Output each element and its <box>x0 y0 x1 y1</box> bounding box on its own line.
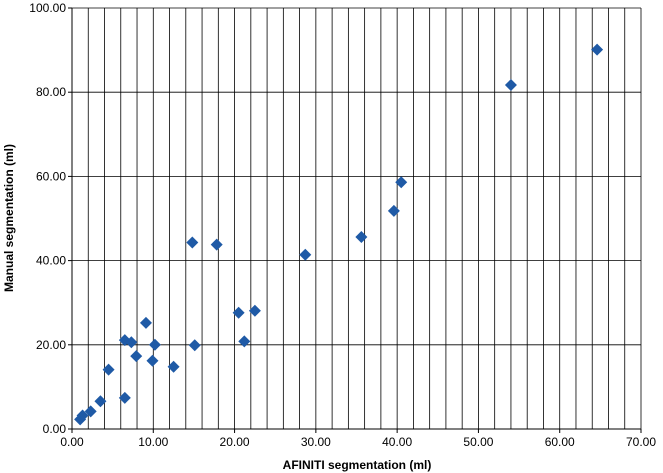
x-tick-label-6: 60.00 <box>545 435 575 449</box>
data-point-3 <box>94 395 107 408</box>
x-tick-label-2: 20.00 <box>220 435 250 449</box>
data-point-22 <box>395 176 408 189</box>
y-tick-label-4: 80.00 <box>36 85 66 99</box>
data-points <box>74 43 604 426</box>
data-point-21 <box>387 204 400 217</box>
y-tick-labels: 0.00 20.00 40.00 60.00 80.00 100.00 <box>29 1 66 436</box>
data-point-17 <box>238 335 251 348</box>
y-axis-title: Manual segmentation (ml) <box>2 144 16 292</box>
x-tick-label-0: 0.00 <box>60 435 84 449</box>
data-point-7 <box>125 336 138 349</box>
data-point-18 <box>248 304 261 317</box>
axes <box>68 7 642 433</box>
data-point-24 <box>591 43 604 56</box>
data-point-5 <box>118 391 131 404</box>
y-tick-label-5: 100.00 <box>29 1 66 15</box>
y-tick-label-1: 20.00 <box>36 338 66 352</box>
data-point-4 <box>102 363 115 376</box>
grid <box>71 7 642 430</box>
data-point-16 <box>232 306 245 319</box>
data-point-10 <box>146 354 159 367</box>
x-tick-label-4: 40.00 <box>382 435 412 449</box>
data-point-23 <box>504 79 517 92</box>
data-point-13 <box>186 236 199 249</box>
y-tick-label-3: 60.00 <box>36 169 66 183</box>
x-tick-label-3: 30.00 <box>301 435 331 449</box>
x-tick-label-7: 70.00 <box>626 435 656 449</box>
x-tick-label-1: 10.00 <box>138 435 168 449</box>
data-point-14 <box>188 339 201 352</box>
y-tick-label-2: 40.00 <box>36 254 66 268</box>
data-point-12 <box>167 360 180 373</box>
data-point-15 <box>210 238 223 251</box>
data-point-9 <box>139 316 152 329</box>
x-axis-title: AFINITI segmentation (ml) <box>283 458 432 472</box>
y-tick-label-0: 0.00 <box>43 422 67 436</box>
data-point-11 <box>148 338 161 351</box>
data-point-2 <box>84 405 97 418</box>
data-point-19 <box>299 248 312 261</box>
x-tick-label-5: 50.00 <box>463 435 493 449</box>
data-point-20 <box>355 231 368 244</box>
data-point-8 <box>130 350 143 363</box>
data-point-1 <box>76 409 89 422</box>
x-tick-labels: 0.00 10.00 20.00 30.00 40.00 50.00 60.00 70.00 <box>60 435 656 449</box>
